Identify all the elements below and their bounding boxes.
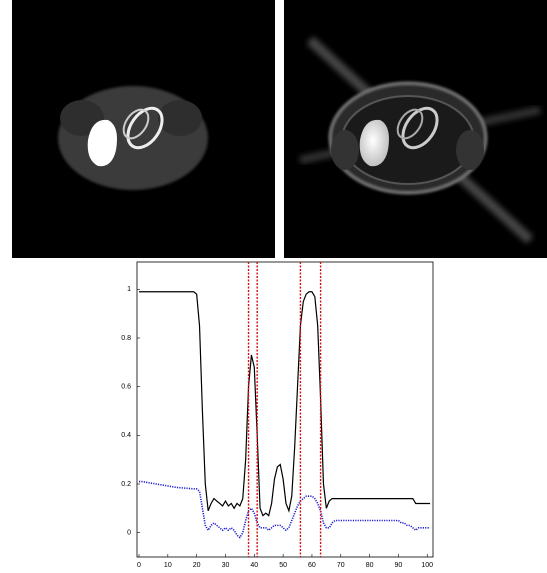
x-tick-label: 80 [366,562,374,569]
ct-image-reconstructed [284,0,547,258]
line-plot: 0 10 20 30 40 50 60 70 80 90 100 0 0.2 0.4 0.6 0.8 1 [121,261,434,569]
y-tick-label: 0 [127,530,131,537]
x-tick-label: 10 [164,562,172,569]
y-tick-label: 0.2 [121,481,131,488]
x-tick-label: 40 [250,562,258,569]
y-tick-label: 0.4 [121,432,131,439]
x-tick-label: 90 [395,562,403,569]
x-tick-label: 60 [308,562,316,569]
plot-frame [136,261,434,558]
y-tick-label: 1 [127,286,131,293]
x-tick-label: 30 [222,562,230,569]
x-tick-label: 100 [421,562,433,569]
x-tick-label: 50 [279,562,287,569]
x-tick-label: 70 [337,562,345,569]
x-tick-label: 20 [193,562,201,569]
series-line [139,291,431,517]
ct-image-original [12,0,275,258]
x-tick-label: 0 [137,562,141,569]
series-line [139,480,431,539]
y-tick-label: 0.6 [121,384,131,391]
y-tick-label: 0.8 [121,335,131,342]
